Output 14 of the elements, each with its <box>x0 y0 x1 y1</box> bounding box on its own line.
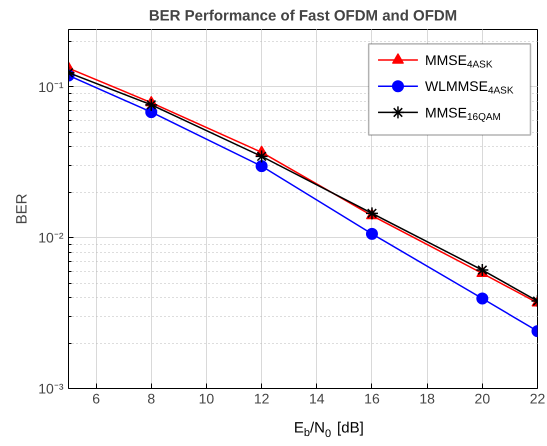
x-tick-label: 10 <box>198 390 214 406</box>
x-tick-label: 8 <box>147 390 156 406</box>
y-tick-label: 10⁻¹ <box>38 78 64 95</box>
y-axis-title: BER <box>13 193 30 224</box>
x-tick-label: 18 <box>419 390 436 406</box>
x-tick-label: 12 <box>254 390 270 406</box>
y-tick-label: 10⁻² <box>38 230 64 246</box>
x-tick-label: 16 <box>364 390 380 406</box>
x-tick-label: 14 <box>309 390 325 406</box>
x-tick-label: 22 <box>530 390 546 406</box>
x-tick-label: 6 <box>92 390 100 406</box>
chart-title: BER Performance of Fast OFDM and OFDM <box>148 8 458 24</box>
y-tick-label: 10⁻³ <box>38 380 64 396</box>
x-tick-label: 20 <box>474 390 490 406</box>
